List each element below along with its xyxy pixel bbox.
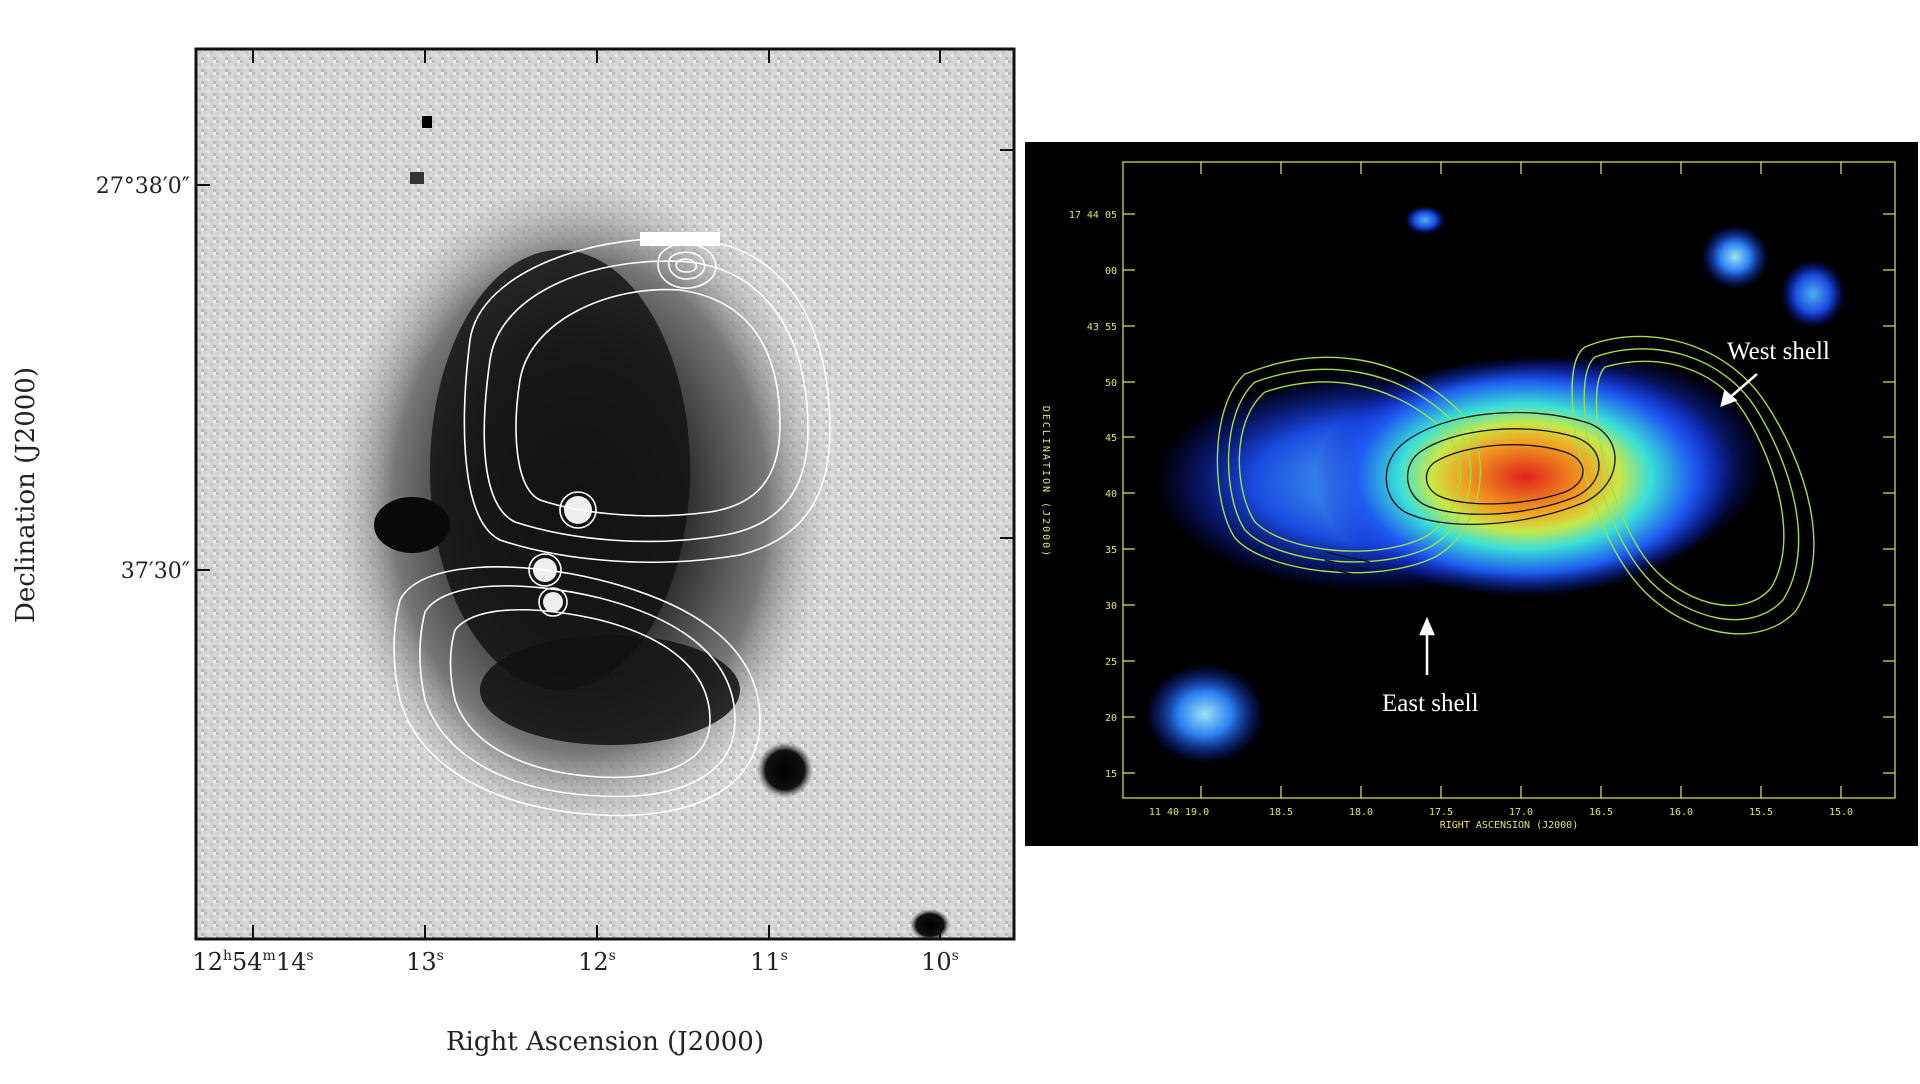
right-ra-tick-1: 18.5 (1269, 807, 1293, 818)
right-dec-tick-1: 00 (1105, 266, 1117, 277)
right-ra-tick-2: 18.0 (1349, 807, 1373, 818)
left-ra-tick-marks (252, 49, 941, 939)
left-dec-tick-marks (196, 149, 1014, 571)
right-dec-tick-2: 43 55 (1087, 322, 1117, 333)
right-figure-panel: 17 44 05 00 43 55 50 45 40 35 30 25 20 1… (1025, 142, 1918, 846)
bright-contour-peak (640, 232, 720, 246)
right-ra-tick-6: 16.0 (1669, 807, 1693, 818)
right-dec-tick-labels: 17 44 05 00 43 55 50 45 40 35 30 25 20 1… (1069, 210, 1117, 780)
left-plot-frame (194, 47, 1016, 941)
left-x-axis-label: Right Ascension (J2000) (446, 1027, 764, 1057)
right-dec-tick-8: 25 (1105, 657, 1117, 668)
right-dec-tick-0: 17 44 05 (1069, 210, 1117, 221)
right-y-axis-label: DECLINATION (J2000) (1040, 406, 1051, 558)
west-shell-arrow (1720, 373, 1758, 408)
left-ra-tick-label-2: 13s (406, 948, 444, 976)
right-dec-tick-10: 15 (1105, 769, 1117, 780)
blob-top (1405, 206, 1445, 234)
left-ra-tick-label-4: 11s (750, 948, 788, 976)
left-ra-tick-label-5: 10s (921, 948, 959, 976)
right-dec-tick-5: 40 (1105, 489, 1117, 500)
blob-bottom-left (1145, 664, 1265, 764)
east-shell-arrow (1419, 616, 1435, 675)
right-ra-tick-marks (1200, 162, 1842, 798)
right-ra-tick-0: 11 40 19.0 (1149, 807, 1209, 818)
right-dec-tick-7: 30 (1105, 601, 1117, 612)
right-ra-tick-3: 17.5 (1429, 807, 1453, 818)
west-shell-label: West shell (1727, 338, 1830, 365)
central-hotspot (1315, 357, 1735, 597)
galaxy-core (430, 250, 690, 690)
right-dec-tick-marks (1123, 213, 1895, 774)
blob-top-right (1701, 225, 1769, 289)
right-x-axis-label: RIGHT ASCENSION (J2000) (1440, 820, 1578, 831)
small-source-2 (410, 172, 424, 184)
right-dec-tick-9: 20 (1105, 713, 1117, 724)
right-ra-tick-labels: 11 40 19.0 18.5 18.0 17.5 17.0 16.5 16.0… (1149, 807, 1853, 818)
small-source (422, 116, 432, 128)
right-dec-tick-6: 35 (1105, 545, 1117, 556)
galaxy-lower-region (480, 635, 740, 745)
blob-right (1781, 260, 1845, 328)
bright-spot-3 (543, 592, 563, 612)
right-ra-tick-5: 16.5 (1589, 807, 1613, 818)
right-figure-svg: 17 44 05 00 43 55 50 45 40 35 30 25 20 1… (1025, 142, 1918, 846)
right-plot-frame (1122, 161, 1896, 799)
right-ra-tick-8: 15.0 (1829, 807, 1853, 818)
left-y-axis-label: Declination (J2000) (11, 367, 41, 623)
inner-dark-contours (1324, 411, 1616, 579)
dark-blob-bottom (910, 909, 950, 941)
dark-blob-left (374, 497, 450, 553)
right-ra-tick-4: 17.0 (1509, 807, 1533, 818)
left-dec-tick-label-2: 37′30″ (121, 559, 190, 584)
left-ra-tick-label-3: 12s (578, 948, 616, 976)
green-contours (1216, 335, 1815, 635)
radio-contours (393, 237, 831, 817)
left-ra-tick-label-1: 12h54m14s (192, 948, 313, 976)
left-figure-svg: 27°38′0″ 37′30″ 12h54m14s 13s 12s 11s 10… (11, 47, 1016, 1057)
left-figure-panel: 27°38′0″ 37′30″ 12h54m14s 13s 12s 11s 10… (11, 47, 1016, 1057)
left-dec-tick-label-1: 27°38′0″ (96, 174, 190, 199)
right-dec-tick-3: 50 (1105, 378, 1117, 389)
right-ra-tick-7: 15.5 (1749, 807, 1773, 818)
dark-blob-right (757, 742, 813, 798)
right-dec-tick-4: 45 (1105, 433, 1117, 444)
east-shell-label: East shell (1382, 690, 1479, 717)
